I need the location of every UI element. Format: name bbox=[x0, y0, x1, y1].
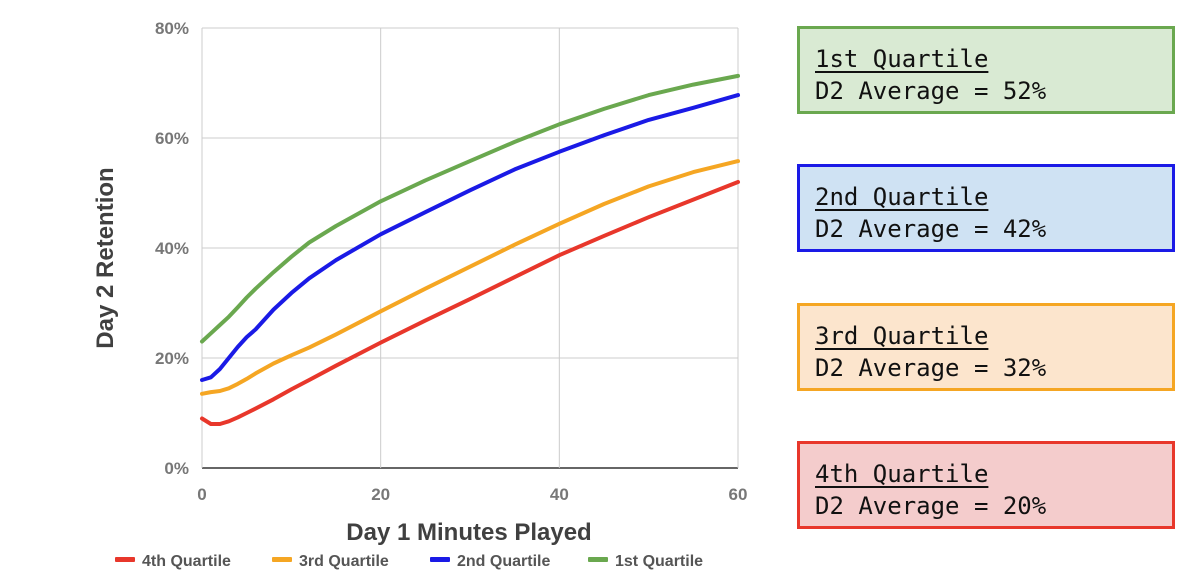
summary-box-average: D2 Average = 52% bbox=[815, 77, 1047, 105]
legend-swatch bbox=[588, 557, 608, 562]
summary-box-average: D2 Average = 42% bbox=[815, 215, 1047, 243]
x-axis-ticks: 0 20 40 60 bbox=[197, 485, 747, 504]
summary-box-average: D2 Average = 20% bbox=[815, 492, 1047, 520]
summary-box-1st-quartile: 1st Quartile D2 Average = 52% bbox=[797, 26, 1175, 114]
summary-box-3rd-quartile: 3rd Quartile D2 Average = 32% bbox=[797, 303, 1175, 391]
chart-series bbox=[200, 73, 740, 426]
series-line-1st-quartile bbox=[200, 73, 740, 344]
legend-label: 1st Quartile bbox=[615, 553, 703, 570]
chart-legend: 4th Quartile 3rd Quartile 2nd Quartile 1st … bbox=[115, 553, 703, 570]
legend-label: 2nd Quartile bbox=[457, 553, 550, 570]
y-tick-label: 40% bbox=[155, 239, 189, 258]
y-axis-title: Day 2 Retention bbox=[92, 167, 119, 348]
legend-label: 4th Quartile bbox=[142, 553, 231, 570]
series-line-3rd-quartile bbox=[200, 159, 740, 396]
y-tick-label: 0% bbox=[164, 459, 189, 478]
retention-line-chart: 0% 20% 40% 60% 80% 0 20 40 60 Day 2 Retention D… bbox=[92, 19, 747, 570]
y-axis-ticks: 0% 20% 40% 60% 80% bbox=[155, 19, 189, 478]
y-tick-label: 20% bbox=[155, 349, 189, 368]
legend-swatch bbox=[430, 557, 450, 562]
y-tick-label: 60% bbox=[155, 129, 189, 148]
summary-box-title: 3rd Quartile bbox=[815, 322, 989, 350]
summary-box-4th-quartile: 4th Quartile D2 Average = 20% bbox=[797, 441, 1175, 529]
x-tick-label: 20 bbox=[371, 485, 390, 504]
summary-box-average: D2 Average = 32% bbox=[815, 354, 1047, 382]
chart-gridlines bbox=[201, 27, 739, 469]
legend-swatch bbox=[272, 557, 292, 562]
x-tick-label: 0 bbox=[197, 485, 206, 504]
legend-swatch bbox=[115, 557, 135, 562]
summary-box-2nd-quartile: 2nd Quartile D2 Average = 42% bbox=[797, 164, 1175, 252]
y-tick-label: 80% bbox=[155, 19, 189, 38]
x-tick-label: 40 bbox=[550, 485, 569, 504]
legend-label: 3rd Quartile bbox=[299, 553, 389, 570]
series-line-4th-quartile bbox=[200, 180, 740, 426]
summary-box-title: 2nd Quartile bbox=[815, 183, 989, 211]
summary-box-title: 1st Quartile bbox=[815, 45, 989, 73]
series-line-2nd-quartile bbox=[200, 93, 740, 382]
x-axis-title: Day 1 Minutes Played bbox=[346, 519, 591, 546]
summary-box-title: 4th Quartile bbox=[815, 460, 989, 488]
x-tick-label: 60 bbox=[729, 485, 748, 504]
